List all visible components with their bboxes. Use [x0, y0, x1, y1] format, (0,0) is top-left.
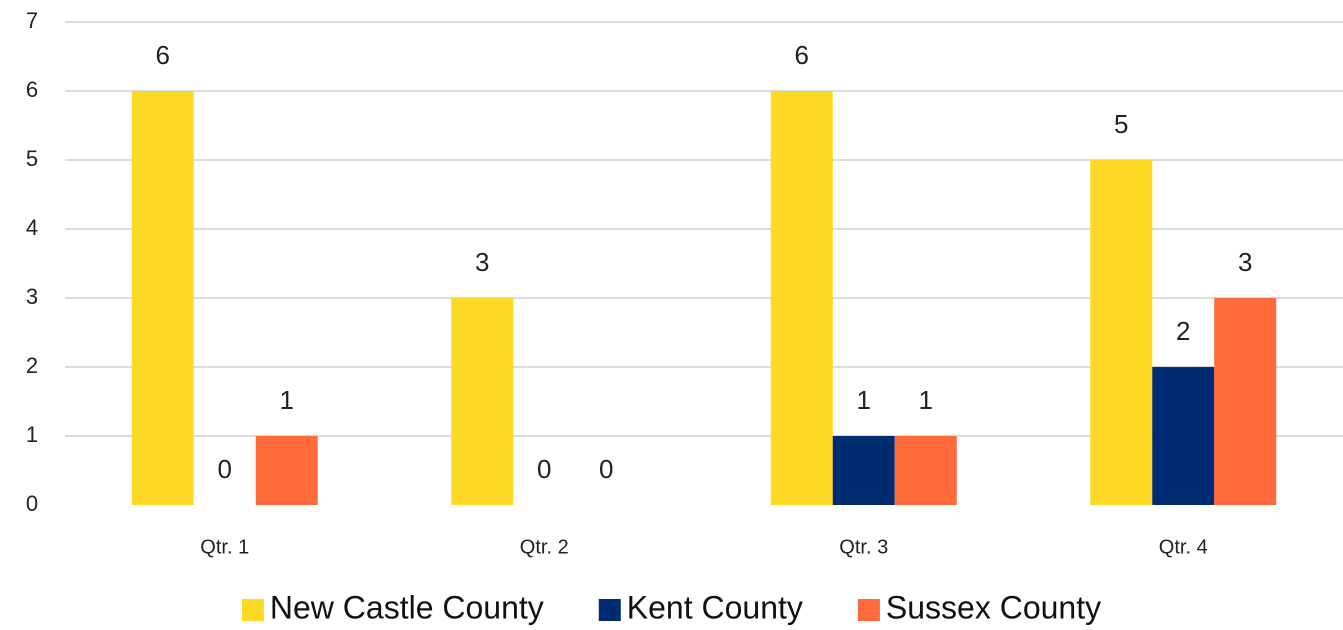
- bar: [832, 436, 895, 505]
- y-tick-label: 2: [26, 353, 38, 378]
- y-tick-label: 1: [26, 422, 38, 447]
- y-tick-label: 3: [26, 284, 38, 309]
- x-tick-label: Qtr. 3: [839, 536, 888, 558]
- legend-swatch: [857, 599, 880, 621]
- bar: [1090, 160, 1153, 505]
- y-tick-label: 4: [26, 215, 38, 240]
- data-label: 1: [919, 385, 933, 415]
- legend-swatch: [241, 599, 264, 621]
- x-tick-label: Qtr. 1: [200, 536, 249, 558]
- y-tick-label: 6: [26, 77, 38, 102]
- y-tick-label: 0: [26, 491, 38, 516]
- data-label: 1: [280, 385, 294, 415]
- data-label: 2: [1176, 316, 1190, 346]
- data-label: 3: [1238, 247, 1252, 277]
- bar: [894, 436, 957, 505]
- legend-label: New Castle County: [270, 589, 544, 625]
- data-label: 0: [599, 454, 613, 484]
- data-label: 0: [218, 454, 232, 484]
- y-tick-label: 5: [26, 146, 38, 171]
- bar: [1152, 367, 1215, 505]
- data-label: 3: [475, 247, 489, 277]
- x-tick-label: Qtr. 4: [1159, 536, 1208, 558]
- data-label: 1: [857, 385, 871, 415]
- legend-label: Sussex County: [886, 589, 1101, 625]
- bar: [451, 298, 514, 505]
- legend-swatch: [598, 599, 621, 621]
- data-label: 6: [156, 40, 170, 70]
- data-label: 6: [795, 40, 809, 70]
- bar: [770, 91, 833, 505]
- bar: [131, 91, 194, 505]
- bar: [1214, 298, 1277, 505]
- bar: [255, 436, 318, 505]
- data-label: 5: [1114, 109, 1128, 139]
- y-tick-label: 7: [26, 8, 38, 33]
- data-label: 0: [537, 454, 551, 484]
- legend-label: Kent County: [627, 589, 803, 625]
- x-tick-label: Qtr. 2: [520, 536, 569, 558]
